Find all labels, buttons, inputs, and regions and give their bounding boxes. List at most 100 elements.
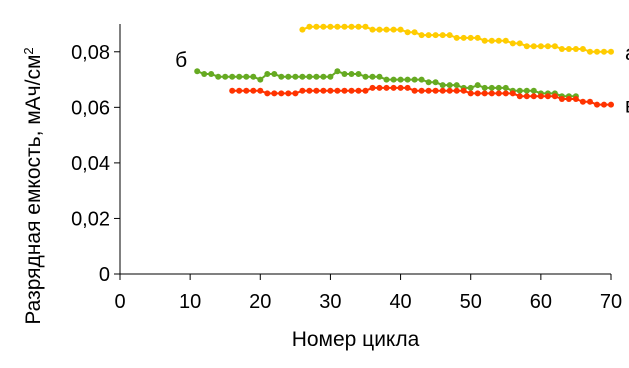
data-point xyxy=(468,35,474,41)
data-point xyxy=(398,77,404,83)
y-ticks: 00,020,040,060,08 xyxy=(71,42,120,286)
data-point xyxy=(538,93,544,99)
y-axis-title-main: Разрядная емкость, мАч/см xyxy=(22,55,45,325)
x-tick-label: 60 xyxy=(530,291,552,313)
data-point xyxy=(370,85,376,91)
data-point xyxy=(208,71,214,77)
y-tick-label: 0,02 xyxy=(71,208,110,230)
data-point xyxy=(278,90,284,96)
data-point xyxy=(377,27,383,33)
data-point xyxy=(426,88,432,94)
data-point xyxy=(292,74,298,80)
data-point xyxy=(440,32,446,38)
data-point xyxy=(559,46,565,52)
data-point xyxy=(531,93,537,99)
data-point xyxy=(313,74,319,80)
data-point xyxy=(306,88,312,94)
data-point xyxy=(601,102,607,108)
data-point xyxy=(426,32,432,38)
data-point xyxy=(405,85,411,91)
data-point xyxy=(356,24,362,30)
series-label-1: а xyxy=(625,42,629,65)
data-point xyxy=(278,74,284,80)
data-point xyxy=(342,88,348,94)
data-point xyxy=(398,85,404,91)
data-point xyxy=(454,88,460,94)
data-point xyxy=(496,38,502,44)
data-point xyxy=(503,38,509,44)
data-point xyxy=(201,71,207,77)
data-point xyxy=(391,85,397,91)
data-point xyxy=(377,74,383,80)
data-point xyxy=(447,32,453,38)
y-tick-label: 0,04 xyxy=(71,153,110,175)
data-point xyxy=(524,88,530,94)
data-point xyxy=(313,24,319,30)
data-point xyxy=(391,27,397,33)
series-label-3: в xyxy=(625,95,629,118)
data-point xyxy=(327,88,333,94)
data-point xyxy=(587,49,593,55)
data-point xyxy=(454,82,460,88)
data-point xyxy=(363,24,369,30)
data-point xyxy=(412,29,418,35)
data-point xyxy=(608,49,614,55)
data-point xyxy=(440,88,446,94)
data-point xyxy=(475,35,481,41)
data-point xyxy=(384,85,390,91)
y-axis-title: Разрядная емкость, мАч/см2 xyxy=(21,47,46,324)
series-3 xyxy=(229,85,614,108)
data-point xyxy=(545,43,551,49)
data-point xyxy=(587,99,593,105)
data-point xyxy=(285,74,291,80)
data-point xyxy=(356,71,362,77)
data-point xyxy=(601,49,607,55)
data-point xyxy=(342,71,348,77)
data-point xyxy=(573,46,579,52)
data-point xyxy=(320,88,326,94)
data-point xyxy=(356,88,362,94)
y-tick-label: 0 xyxy=(99,264,110,286)
data-point xyxy=(433,88,439,94)
data-point xyxy=(496,85,502,91)
data-point xyxy=(517,88,523,94)
data-point xyxy=(264,71,270,77)
series-label-2: б xyxy=(175,49,187,72)
data-point xyxy=(468,90,474,96)
data-point xyxy=(489,85,495,91)
data-point xyxy=(327,74,333,80)
series-1 xyxy=(299,24,614,55)
data-point xyxy=(250,74,256,80)
data-point xyxy=(419,88,425,94)
data-point xyxy=(412,88,418,94)
x-tick-label: 10 xyxy=(179,291,201,313)
data-point xyxy=(363,74,369,80)
data-point xyxy=(468,85,474,91)
data-point xyxy=(482,85,488,91)
data-point xyxy=(489,38,495,44)
data-point xyxy=(313,88,319,94)
data-point xyxy=(454,35,460,41)
data-point xyxy=(320,74,326,80)
data-point xyxy=(580,46,586,52)
data-point xyxy=(299,74,305,80)
data-point xyxy=(496,90,502,96)
data-point xyxy=(271,71,277,77)
data-point xyxy=(327,24,333,30)
data-point xyxy=(334,88,340,94)
x-tick-label: 50 xyxy=(460,291,482,313)
data-point xyxy=(517,40,523,46)
data-point xyxy=(292,90,298,96)
data-point xyxy=(405,77,411,83)
data-point xyxy=(510,40,516,46)
data-point xyxy=(510,90,516,96)
data-point xyxy=(264,90,270,96)
data-point xyxy=(433,79,439,85)
data-point xyxy=(531,43,537,49)
data-point xyxy=(573,96,579,102)
y-tick-label: 0,08 xyxy=(71,42,110,64)
data-point xyxy=(349,88,355,94)
data-point xyxy=(503,85,509,91)
